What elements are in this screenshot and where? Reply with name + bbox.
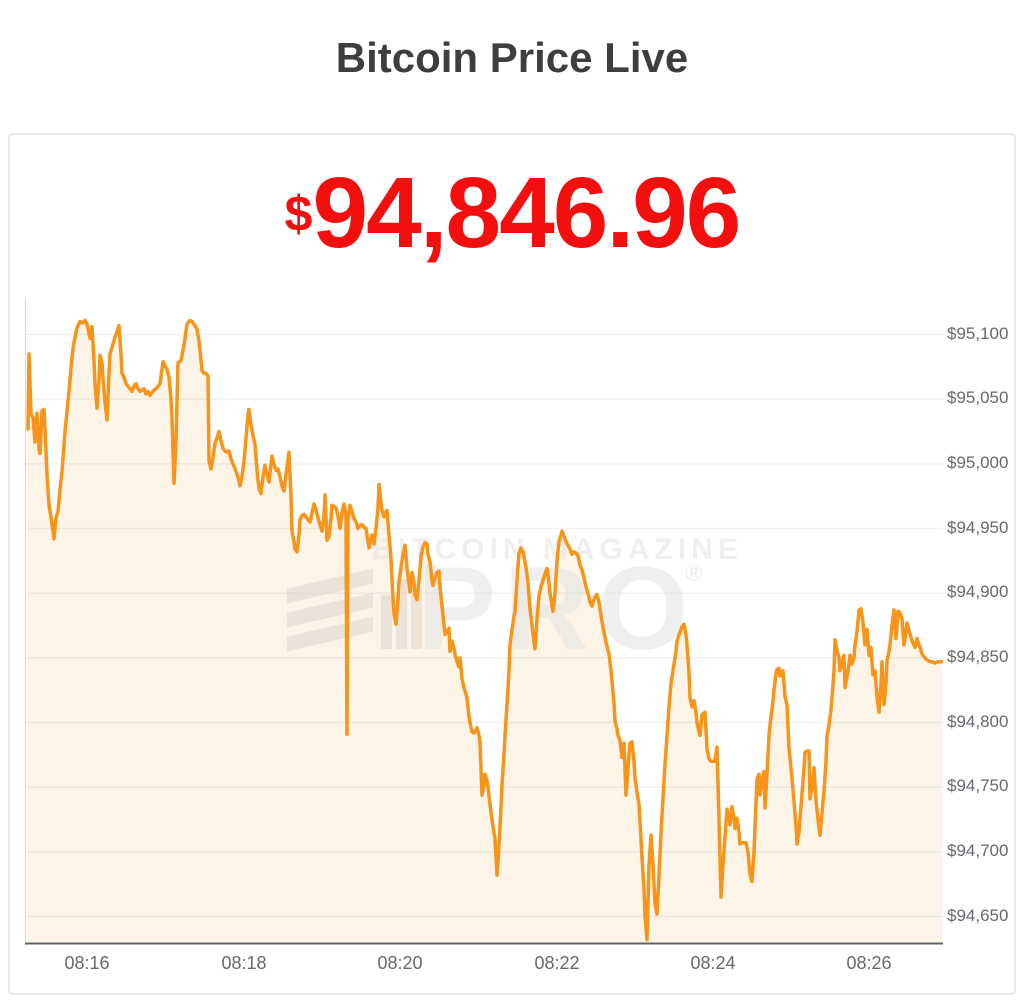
x-tick-label: 08:26: [846, 953, 892, 973]
y-tick-label: $95,050: [947, 388, 1009, 408]
chart-area[interactable]: BITCOIN MAGAZINE PRO ®: [25, 297, 943, 945]
live-price: $94,846.96: [10, 163, 1014, 263]
y-tick-label: $94,900: [947, 582, 1009, 602]
y-tick-label: $95,000: [947, 452, 1009, 472]
bitcoin-magazine-pro-watermark: BITCOIN MAGAZINE PRO ®: [287, 533, 743, 675]
currency-symbol: $: [284, 186, 313, 242]
x-tick-label: 08:16: [64, 953, 110, 973]
x-tick-label: 08:22: [534, 953, 580, 973]
y-tick-label: $94,650: [947, 905, 1009, 925]
chart-plot[interactable]: BITCOIN MAGAZINE PRO ®: [25, 297, 943, 945]
bitcoin-magazine-logo-icon: [287, 565, 436, 652]
y-tick-label: $94,800: [947, 711, 1009, 731]
watermark-line1: BITCOIN MAGAZINE: [371, 533, 743, 566]
y-tick-label: $94,950: [947, 517, 1009, 537]
x-tick-label: 08:20: [377, 953, 423, 973]
chart-card: $94,846.96 BITCOIN MAGAZINE: [8, 133, 1016, 995]
y-tick-label: $94,850: [947, 646, 1009, 666]
y-tick-label: $94,700: [947, 840, 1009, 860]
registered-trademark-icon: ®: [685, 560, 703, 587]
x-tick-label: 08:24: [690, 953, 736, 973]
y-tick-label: $94,750: [947, 776, 1009, 796]
price-value: 94,846.96: [312, 157, 741, 269]
page-title: Bitcoin Price Live: [335, 34, 689, 81]
y-tick-label: $95,100: [947, 323, 1009, 343]
price-line: [26, 318, 943, 942]
x-tick-label: 08:18: [221, 953, 267, 973]
